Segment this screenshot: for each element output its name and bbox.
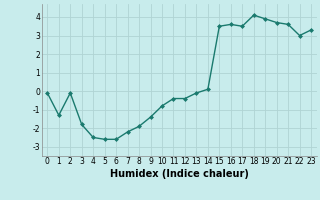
X-axis label: Humidex (Indice chaleur): Humidex (Indice chaleur): [110, 169, 249, 179]
